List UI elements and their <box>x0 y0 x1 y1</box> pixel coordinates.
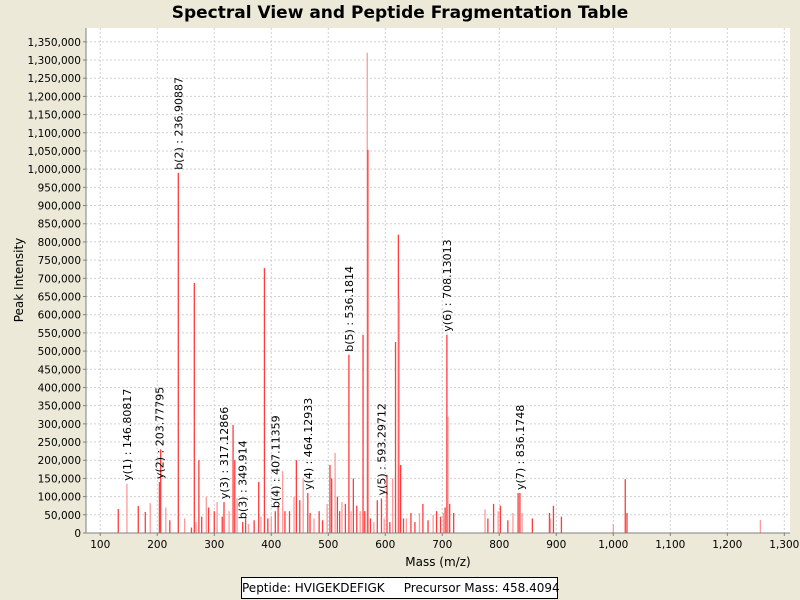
y-tick-label: 700,000 <box>38 273 81 285</box>
x-tick-label: 100 <box>90 539 110 551</box>
x-tick-label: 300 <box>204 539 224 551</box>
y-tick-label: 1,350,000 <box>28 37 81 49</box>
x-tick-label: 900 <box>546 539 566 551</box>
y-tick-label: 950,000 <box>38 182 81 194</box>
x-tick-label: 1,200 <box>712 539 742 551</box>
x-tick-label: 1,000 <box>598 539 628 551</box>
y-tick-label: 1,000,000 <box>28 164 81 176</box>
y-tick-label: 450,000 <box>38 364 81 376</box>
y-tick-label: 800,000 <box>38 237 81 249</box>
y-tick-label: 1,150,000 <box>28 110 81 122</box>
fragment-annotation: b(3) : 349.914 <box>237 440 250 519</box>
y-tick-label: 900,000 <box>38 201 81 213</box>
annotations: y(1) : 146.80817 y(2) : 203.77795 b(2) : 2… <box>121 77 527 519</box>
y-tick-label: 600,000 <box>38 310 81 322</box>
x-tick-label: 600 <box>375 539 395 551</box>
y-tick-label: 350,000 <box>38 401 81 413</box>
x-tick-label: 1,100 <box>655 539 685 551</box>
fragment-annotation: b(4) : 407.11359 <box>269 415 282 508</box>
grid <box>86 28 790 533</box>
fragment-annotation: y(2) : 203.77795 <box>153 387 166 479</box>
fragment-annotation: b(2) : 236.90887 <box>172 77 185 170</box>
fragment-annotation: y(6) : 708.13013 <box>441 239 454 331</box>
y-ticks: 0 50,000 100,000 150,000 200,000 250,000 300,0… <box>28 37 86 540</box>
y-tick-label: 250,000 <box>38 437 81 449</box>
y-tick-label: 1,050,000 <box>28 146 81 158</box>
x-ticks: 100 200 300 400 500 600 700 800 900 1,000 1,100 1,2… <box>90 533 799 551</box>
peptide-sequence: Peptide: HVIGEKDEFIGK <box>242 581 385 595</box>
y-tick-label: 750,000 <box>38 255 81 267</box>
y-tick-label: 0 <box>74 528 81 540</box>
y-tick-label: 50,000 <box>44 510 81 522</box>
fragment-annotation: b(5) : 536.1814 <box>343 266 356 352</box>
y-tick-label: 650,000 <box>38 292 81 304</box>
y-tick-label: 1,250,000 <box>28 73 81 85</box>
peaks <box>117 52 762 533</box>
y-axis-label: Peak Intensity <box>12 238 26 323</box>
x-tick-label: 800 <box>489 539 509 551</box>
y-tick-label: 200,000 <box>38 455 81 467</box>
plot-area <box>86 28 790 533</box>
y-tick-label: 1,300,000 <box>28 55 81 67</box>
fragment-annotation: y(3) : 317.12866 <box>218 407 231 499</box>
y-tick-label: 1,100,000 <box>28 128 81 140</box>
precursor-mass: Precursor Mass: 458.4094 <box>403 581 560 595</box>
y-tick-label: 850,000 <box>38 219 81 231</box>
fragment-annotation: y(7) : 836.1748 <box>514 405 527 490</box>
y-tick-label: 100,000 <box>38 492 81 504</box>
x-tick-label: 1,300 <box>769 539 799 551</box>
y-tick-label: 400,000 <box>38 382 81 394</box>
y-tick-label: 150,000 <box>38 473 81 485</box>
fragment-annotation: y(5) : 593.29712 <box>375 403 388 495</box>
fragment-annotation: y(4) : 464.12933 <box>302 398 315 490</box>
x-tick-label: 500 <box>318 539 338 551</box>
x-axis-label: Mass (m/z) <box>405 555 470 569</box>
x-tick-label: 400 <box>261 539 281 551</box>
x-tick-label: 700 <box>432 539 452 551</box>
y-tick-label: 300,000 <box>38 419 81 431</box>
fragment-annotation: y(1) : 146.80817 <box>121 389 134 481</box>
x-tick-label: 200 <box>147 539 167 551</box>
peptide-legend: Peptide: HVIGEKDEFIGK Precursor Mass: 45… <box>241 577 560 599</box>
y-tick-label: 1,200,000 <box>28 91 81 103</box>
chart-title: Spectral View and Peptide Fragmentation … <box>171 3 629 23</box>
y-tick-label: 500,000 <box>38 346 81 358</box>
y-tick-label: 550,000 <box>38 328 81 340</box>
